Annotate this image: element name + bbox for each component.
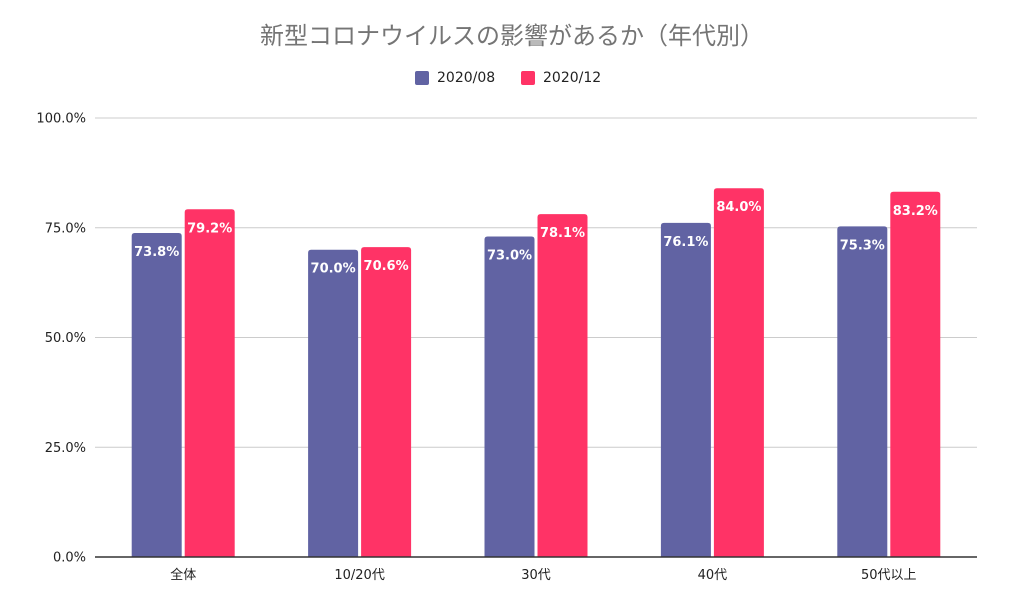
bar [361, 247, 412, 558]
x-tick-label: 10/20代 [334, 568, 384, 583]
y-tick-label: 0.0% [53, 551, 86, 566]
chart-title: 新型コロナウイルスの影響があるか（年代別） [260, 22, 764, 50]
y-tick-label: 25.0% [45, 441, 86, 456]
data-label: 84.0% [716, 200, 761, 215]
bar [660, 222, 711, 557]
x-tick-label: 全体 [170, 567, 196, 583]
data-label: 73.0% [487, 249, 532, 264]
data-label: 70.0% [311, 262, 356, 277]
y-tick-label: 50.0% [45, 331, 86, 346]
data-label: 76.1% [663, 235, 708, 250]
legend-item-2020-08[interactable]: 2020/08 [415, 70, 495, 86]
x-tick-label: 40代 [698, 568, 728, 583]
data-label: 75.3% [840, 238, 885, 253]
y-tick-label: 75.0% [45, 221, 86, 236]
bar [184, 209, 235, 557]
legend-label-2020-12: 2020/12 [543, 70, 602, 86]
bar [890, 191, 941, 557]
legend-swatch-2020-12 [521, 71, 535, 85]
x-tick-label: 50代以上 [861, 568, 917, 583]
bar [537, 214, 588, 558]
data-label: 78.1% [540, 226, 585, 241]
legend-swatch-2020-08 [415, 71, 429, 85]
bar [308, 249, 359, 557]
bar [837, 226, 888, 558]
data-label: 70.6% [364, 259, 409, 274]
data-label: 83.2% [893, 204, 938, 219]
bar [713, 188, 764, 558]
legend-label-2020-08: 2020/08 [437, 70, 496, 86]
data-label: 79.2% [187, 221, 232, 236]
legend-item-2020-12[interactable]: 2020/12 [521, 70, 601, 86]
data-label: 73.8% [134, 245, 179, 260]
legend: 2020/08 2020/12 [0, 70, 1024, 92]
y-tick-label: 100.0% [36, 112, 86, 127]
x-tick-label: 30代 [521, 568, 551, 583]
bar [484, 236, 535, 557]
bar [131, 233, 182, 557]
